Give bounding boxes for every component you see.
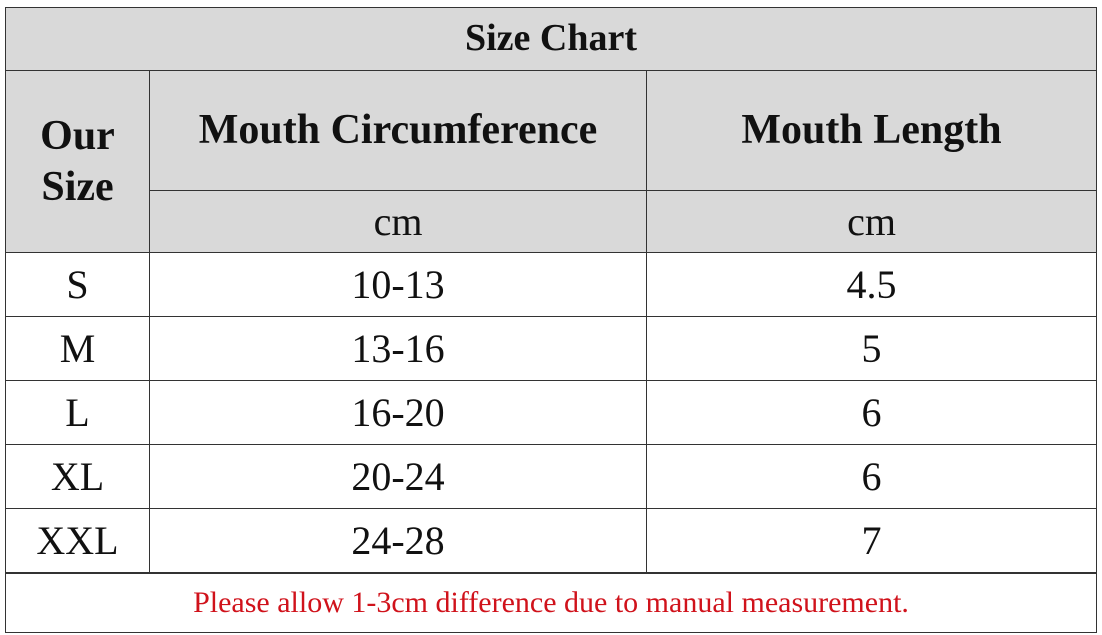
table-cell: 7 [646,508,1097,573]
table-cell: 4.5 [646,252,1097,317]
table-cell: M [5,316,150,381]
table-title: Size Chart [5,7,1097,71]
table-cell: 6 [646,444,1097,509]
table-cell: 10-13 [149,252,647,317]
table-cell: 6 [646,380,1097,445]
table-cell: L [5,380,150,445]
table-cell: 13-16 [149,316,647,381]
unit-label: cm [149,190,647,253]
note: Please allow 1-3cm difference due to man… [5,573,1097,633]
table-cell: S [5,252,150,317]
unit-label: cm [646,190,1097,253]
column-header: Mouth Length [646,70,1097,191]
table-cell: 5 [646,316,1097,381]
table-cell: 16-20 [149,380,647,445]
table-cell: XXL [5,508,150,573]
table-cell: 24-28 [149,508,647,573]
table-cell: 20-24 [149,444,647,509]
column-header: Our Size [5,70,150,253]
column-header: Mouth Circumference [149,70,647,191]
table-cell: XL [5,444,150,509]
